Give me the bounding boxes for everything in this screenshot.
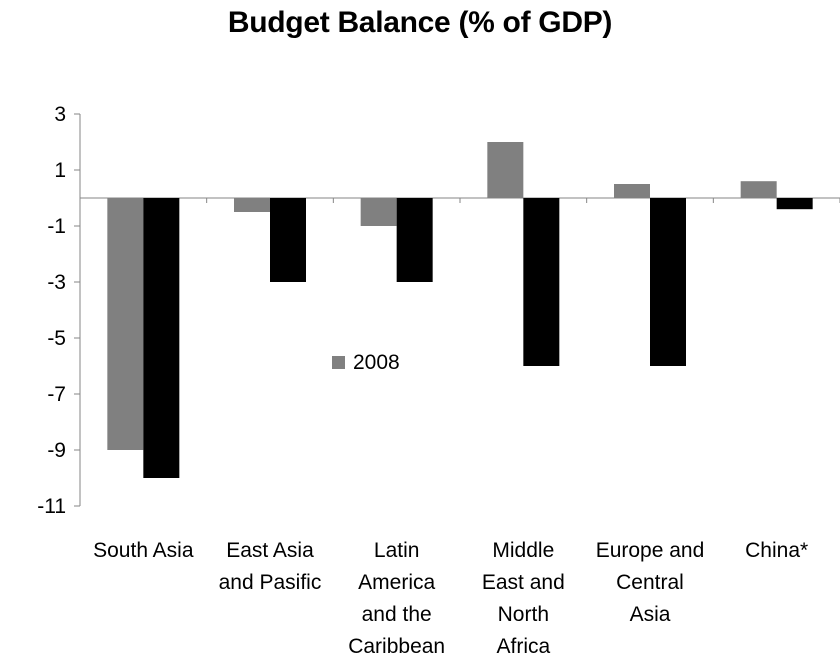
legend-swatch bbox=[332, 356, 345, 369]
x-category-label-line: and Pasific bbox=[219, 571, 322, 594]
x-category-label-line: North bbox=[498, 603, 549, 626]
bar-series-1-5 bbox=[740, 181, 777, 198]
y-tick-label: 3 bbox=[54, 103, 66, 126]
x-category-label: East Asia and Pasific bbox=[219, 539, 322, 594]
x-category-label: Middle East and North Africa bbox=[482, 539, 565, 656]
x-category-label: South Asia bbox=[93, 539, 194, 562]
x-category-label: Latin America and the Caribbean bbox=[348, 539, 445, 656]
y-tick-label: -11 bbox=[37, 495, 66, 518]
bar-series-2-1 bbox=[270, 198, 306, 282]
chart-title: Budget Balance (% of GDP) bbox=[227, 6, 613, 39]
bar-series-2-2 bbox=[396, 198, 433, 282]
x-category-label-line: Caribbean bbox=[348, 635, 445, 656]
x-category-label-line: East and bbox=[482, 571, 565, 594]
bar-series-1-4 bbox=[614, 184, 650, 198]
x-category-label-line: Latin bbox=[374, 539, 420, 562]
x-category-label-line: Central bbox=[616, 571, 684, 594]
bar-series-1-2 bbox=[360, 198, 397, 226]
x-category-label-line: Asia bbox=[630, 603, 671, 626]
bar-series-2-5 bbox=[776, 198, 813, 210]
bar-series-2-4 bbox=[650, 198, 686, 366]
x-category-label-line: Middle bbox=[492, 539, 554, 562]
y-tick-label: 1 bbox=[54, 159, 66, 182]
y-tick-label: -5 bbox=[47, 327, 66, 350]
bar-series-1-3 bbox=[487, 142, 524, 198]
bar-series-2-3 bbox=[523, 198, 560, 366]
x-category-label-line: America bbox=[358, 571, 435, 594]
bar-series-1-0 bbox=[107, 198, 144, 450]
y-tick-label: -3 bbox=[47, 271, 66, 294]
bar-series-2-0 bbox=[143, 198, 180, 478]
x-category-label-line: South Asia bbox=[93, 539, 194, 562]
x-category-label-line: China* bbox=[745, 539, 808, 562]
bar-series-1-1 bbox=[234, 198, 270, 212]
y-tick-label: -9 bbox=[47, 439, 66, 462]
x-category-label: China* bbox=[745, 539, 808, 562]
x-category-label-line: Africa bbox=[496, 635, 550, 656]
x-category-label-line: East Asia bbox=[226, 539, 314, 562]
y-tick-label: -7 bbox=[47, 383, 66, 406]
x-category-label-line: and the bbox=[362, 603, 432, 626]
y-tick-label: -1 bbox=[47, 215, 66, 238]
x-category-label: Europe and Central Asia bbox=[596, 539, 705, 626]
x-category-label-line: Europe and bbox=[596, 539, 705, 562]
legend-label: 2008 bbox=[353, 351, 400, 374]
